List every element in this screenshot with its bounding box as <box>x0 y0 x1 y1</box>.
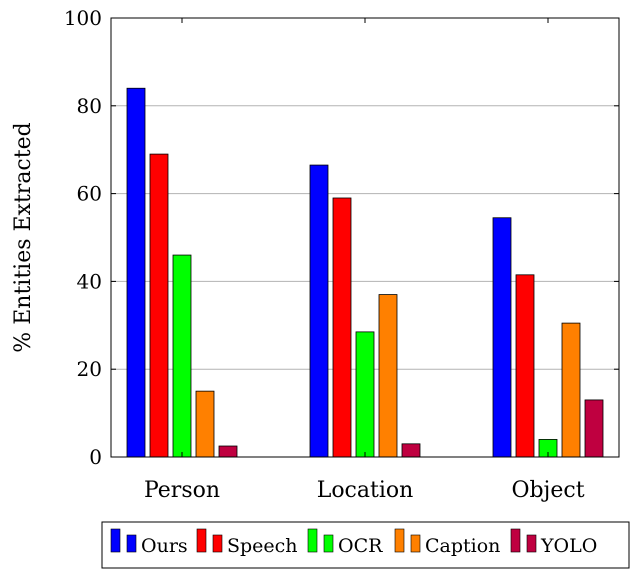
legend-swatch <box>110 528 121 553</box>
legend-label: YOLO <box>540 535 597 557</box>
legend-swatch <box>526 534 537 553</box>
legend-entry-yolo: YOLO <box>510 528 597 557</box>
legend-swatch <box>323 534 334 553</box>
legend-label: OCR <box>338 535 383 557</box>
bar-ours-location <box>309 164 329 458</box>
legend-swatch <box>410 534 421 553</box>
legend-label: Ours <box>141 535 188 557</box>
axis-ticks: 0 20 40 60 80 100 Person Location Object <box>64 6 619 503</box>
legend: Ours Speech OCR Caption YOLO <box>101 521 630 569</box>
bar-speech-person <box>149 153 169 458</box>
bar-ours-object <box>492 217 512 458</box>
bar-yolo-object <box>584 399 604 458</box>
bar-caption-object <box>561 322 581 458</box>
bar-yolo-person <box>218 445 238 458</box>
legend-entry-speech: Speech <box>196 528 298 557</box>
y-axis-title: % Entities Extracted <box>11 122 36 352</box>
legend-label: Speech <box>227 535 298 557</box>
legend-swatch <box>126 534 137 553</box>
y-tick-label: 100 <box>64 6 102 30</box>
legend-swatch <box>510 528 521 553</box>
bar-speech-location <box>332 197 352 458</box>
bars <box>126 87 604 458</box>
x-category-label: Object <box>511 478 584 503</box>
bar-yolo-location <box>401 443 421 458</box>
legend-entry-ocr: OCR <box>307 528 383 557</box>
x-category-label: Person <box>144 478 220 503</box>
legend-swatch <box>196 528 207 553</box>
legend-box <box>101 521 630 569</box>
legend-swatch <box>307 528 318 553</box>
bar-caption-location <box>378 294 398 458</box>
legend-swatch <box>394 528 405 553</box>
x-category-label: Location <box>317 478 414 503</box>
bar-ours-person <box>126 87 146 458</box>
legend-entry-caption: Caption <box>394 528 500 557</box>
bar-ocr-person <box>172 254 192 458</box>
y-tick-label: 80 <box>77 94 102 118</box>
legend-entry-ours: Ours <box>110 528 188 557</box>
legend-swatch <box>212 534 223 553</box>
bar-ocr-location <box>355 331 375 458</box>
y-tick-label: 40 <box>77 269 102 293</box>
y-tick-label: 60 <box>77 182 102 206</box>
bar-speech-object <box>515 274 535 458</box>
y-tick-label: 20 <box>77 357 102 381</box>
y-tick-label: 0 <box>89 445 102 469</box>
legend-label: Caption <box>425 535 500 557</box>
bar-caption-person <box>195 390 215 458</box>
